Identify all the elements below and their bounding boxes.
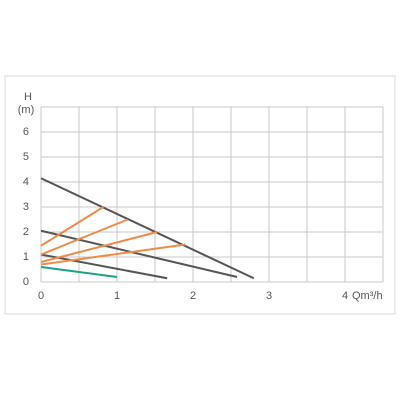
curve [40,266,118,278]
y-tick-label: 0 [23,276,29,288]
chart-panel [4,75,396,315]
y-axis-label: H [24,91,32,103]
x-axis-label: Qm³/h [352,290,383,302]
x-tick-label: 4 [342,290,348,302]
curve [40,218,129,256]
y-tick-label: 4 [23,176,29,188]
y-axis-unit: (m) [18,104,35,116]
y-tick-label: 3 [23,201,29,213]
x-tick-label: 0 [38,290,44,302]
x-tick-label: 2 [190,290,196,302]
x-tick-label: 1 [114,290,120,302]
curve [40,206,104,247]
y-tick-label: 2 [23,226,29,238]
curve [40,177,255,280]
x-tick-label: 3 [266,290,272,302]
curve [40,243,186,266]
y-tick-label: 5 [23,151,29,163]
curve [40,253,168,280]
y-tick-label: 6 [23,126,29,138]
curve [40,231,158,263]
y-tick-label: 1 [23,251,29,263]
curve [40,229,238,278]
